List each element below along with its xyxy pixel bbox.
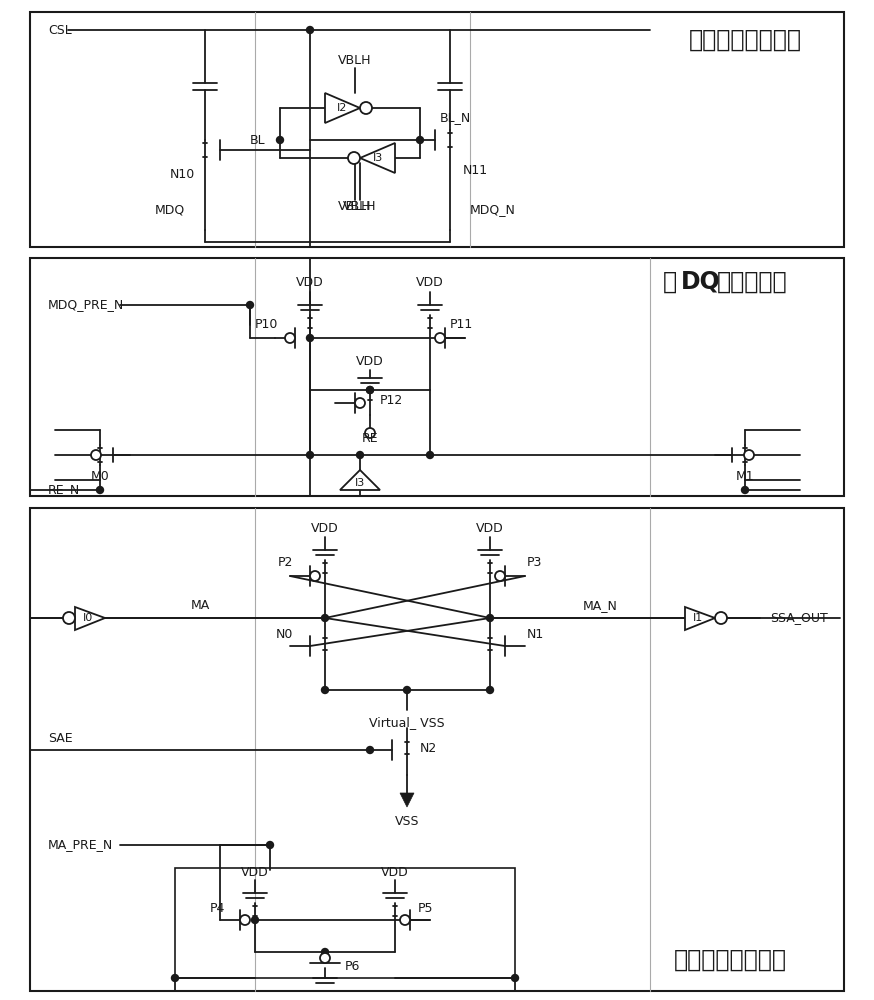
Circle shape	[252, 916, 259, 924]
Text: BL_N: BL_N	[440, 111, 471, 124]
Circle shape	[267, 842, 274, 848]
Text: RE: RE	[362, 432, 378, 445]
Text: SAE: SAE	[48, 732, 73, 745]
Circle shape	[487, 614, 494, 621]
Text: RE_N: RE_N	[48, 484, 80, 496]
Circle shape	[307, 452, 314, 458]
Circle shape	[366, 746, 373, 754]
Text: MA: MA	[191, 599, 210, 612]
Circle shape	[322, 948, 329, 956]
Circle shape	[366, 386, 373, 393]
Circle shape	[404, 686, 411, 694]
Text: MA_N: MA_N	[583, 599, 617, 612]
Polygon shape	[360, 143, 395, 173]
Bar	[30, 258, 844, 496]
Circle shape	[400, 915, 410, 925]
Text: VDD: VDD	[241, 865, 269, 879]
Circle shape	[307, 334, 314, 342]
Circle shape	[246, 302, 253, 308]
Circle shape	[741, 487, 748, 493]
Text: M1: M1	[736, 470, 754, 483]
Circle shape	[435, 333, 445, 343]
Circle shape	[360, 102, 372, 114]
Text: DQ: DQ	[681, 270, 721, 294]
Circle shape	[322, 686, 329, 694]
Circle shape	[427, 452, 434, 458]
Text: SSA_OUT: SSA_OUT	[770, 611, 828, 624]
Circle shape	[171, 974, 178, 982]
Bar	[175, 868, 515, 978]
Text: VBLH: VBLH	[338, 200, 371, 214]
Text: I1: I1	[693, 613, 703, 623]
Text: VSS: VSS	[395, 815, 420, 828]
Text: VDD: VDD	[356, 355, 384, 368]
Text: P5: P5	[418, 902, 434, 914]
Text: I2: I2	[336, 103, 347, 113]
Circle shape	[366, 386, 373, 393]
Circle shape	[511, 974, 518, 982]
Bar	[30, 12, 844, 247]
Polygon shape	[325, 93, 360, 123]
Text: VDD: VDD	[311, 522, 339, 534]
Text: N1: N1	[527, 629, 545, 642]
Text: 读控制电路: 读控制电路	[717, 270, 787, 294]
Circle shape	[487, 686, 494, 694]
Text: M0: M0	[91, 470, 109, 483]
Circle shape	[322, 614, 329, 621]
Circle shape	[240, 915, 250, 925]
Text: I3: I3	[355, 478, 365, 488]
Text: VBLH: VBLH	[343, 200, 377, 214]
Text: P3: P3	[527, 556, 543, 570]
Text: MDQ_N: MDQ_N	[470, 204, 516, 217]
Text: P11: P11	[450, 318, 473, 332]
Circle shape	[715, 612, 727, 624]
Text: 主: 主	[663, 270, 677, 294]
Text: MDQ: MDQ	[155, 204, 185, 217]
Text: 第二级灵敏放大器: 第二级灵敏放大器	[674, 948, 787, 972]
Text: N0: N0	[275, 629, 293, 642]
Text: VDD: VDD	[416, 276, 444, 290]
Text: MDQ_PRE_N: MDQ_PRE_N	[48, 298, 124, 312]
Text: N10: N10	[170, 168, 195, 182]
Text: 第一级灵敏放大器: 第一级灵敏放大器	[689, 28, 801, 52]
Circle shape	[285, 333, 295, 343]
Circle shape	[355, 398, 365, 408]
Circle shape	[744, 450, 754, 460]
Text: BL: BL	[250, 133, 266, 146]
Text: VDD: VDD	[476, 522, 504, 534]
Circle shape	[307, 26, 314, 33]
Circle shape	[310, 571, 320, 581]
Text: N2: N2	[420, 742, 437, 754]
Polygon shape	[685, 607, 715, 630]
Text: I3: I3	[373, 153, 383, 163]
Text: CSL: CSL	[48, 23, 72, 36]
Text: P4: P4	[210, 902, 225, 914]
Circle shape	[96, 487, 103, 493]
Text: P12: P12	[380, 393, 403, 406]
Text: N11: N11	[463, 163, 488, 176]
Circle shape	[320, 953, 330, 963]
Circle shape	[495, 571, 505, 581]
Polygon shape	[400, 793, 414, 807]
Circle shape	[276, 136, 283, 143]
Text: VDD: VDD	[296, 276, 324, 290]
Circle shape	[357, 452, 364, 458]
Text: P10: P10	[254, 318, 278, 332]
Circle shape	[348, 152, 360, 164]
Circle shape	[365, 428, 375, 438]
Text: MA_PRE_N: MA_PRE_N	[48, 838, 114, 852]
Circle shape	[417, 136, 424, 143]
Circle shape	[91, 450, 101, 460]
Text: P6: P6	[345, 960, 360, 974]
Text: VBLH: VBLH	[338, 53, 371, 66]
Circle shape	[63, 612, 75, 624]
Text: P2: P2	[278, 556, 293, 570]
Text: I0: I0	[83, 613, 94, 623]
Bar	[30, 508, 844, 991]
Text: Virtual_ VSS: Virtual_ VSS	[369, 716, 445, 729]
Text: VDD: VDD	[381, 865, 409, 879]
Polygon shape	[75, 607, 105, 630]
Polygon shape	[340, 470, 380, 490]
